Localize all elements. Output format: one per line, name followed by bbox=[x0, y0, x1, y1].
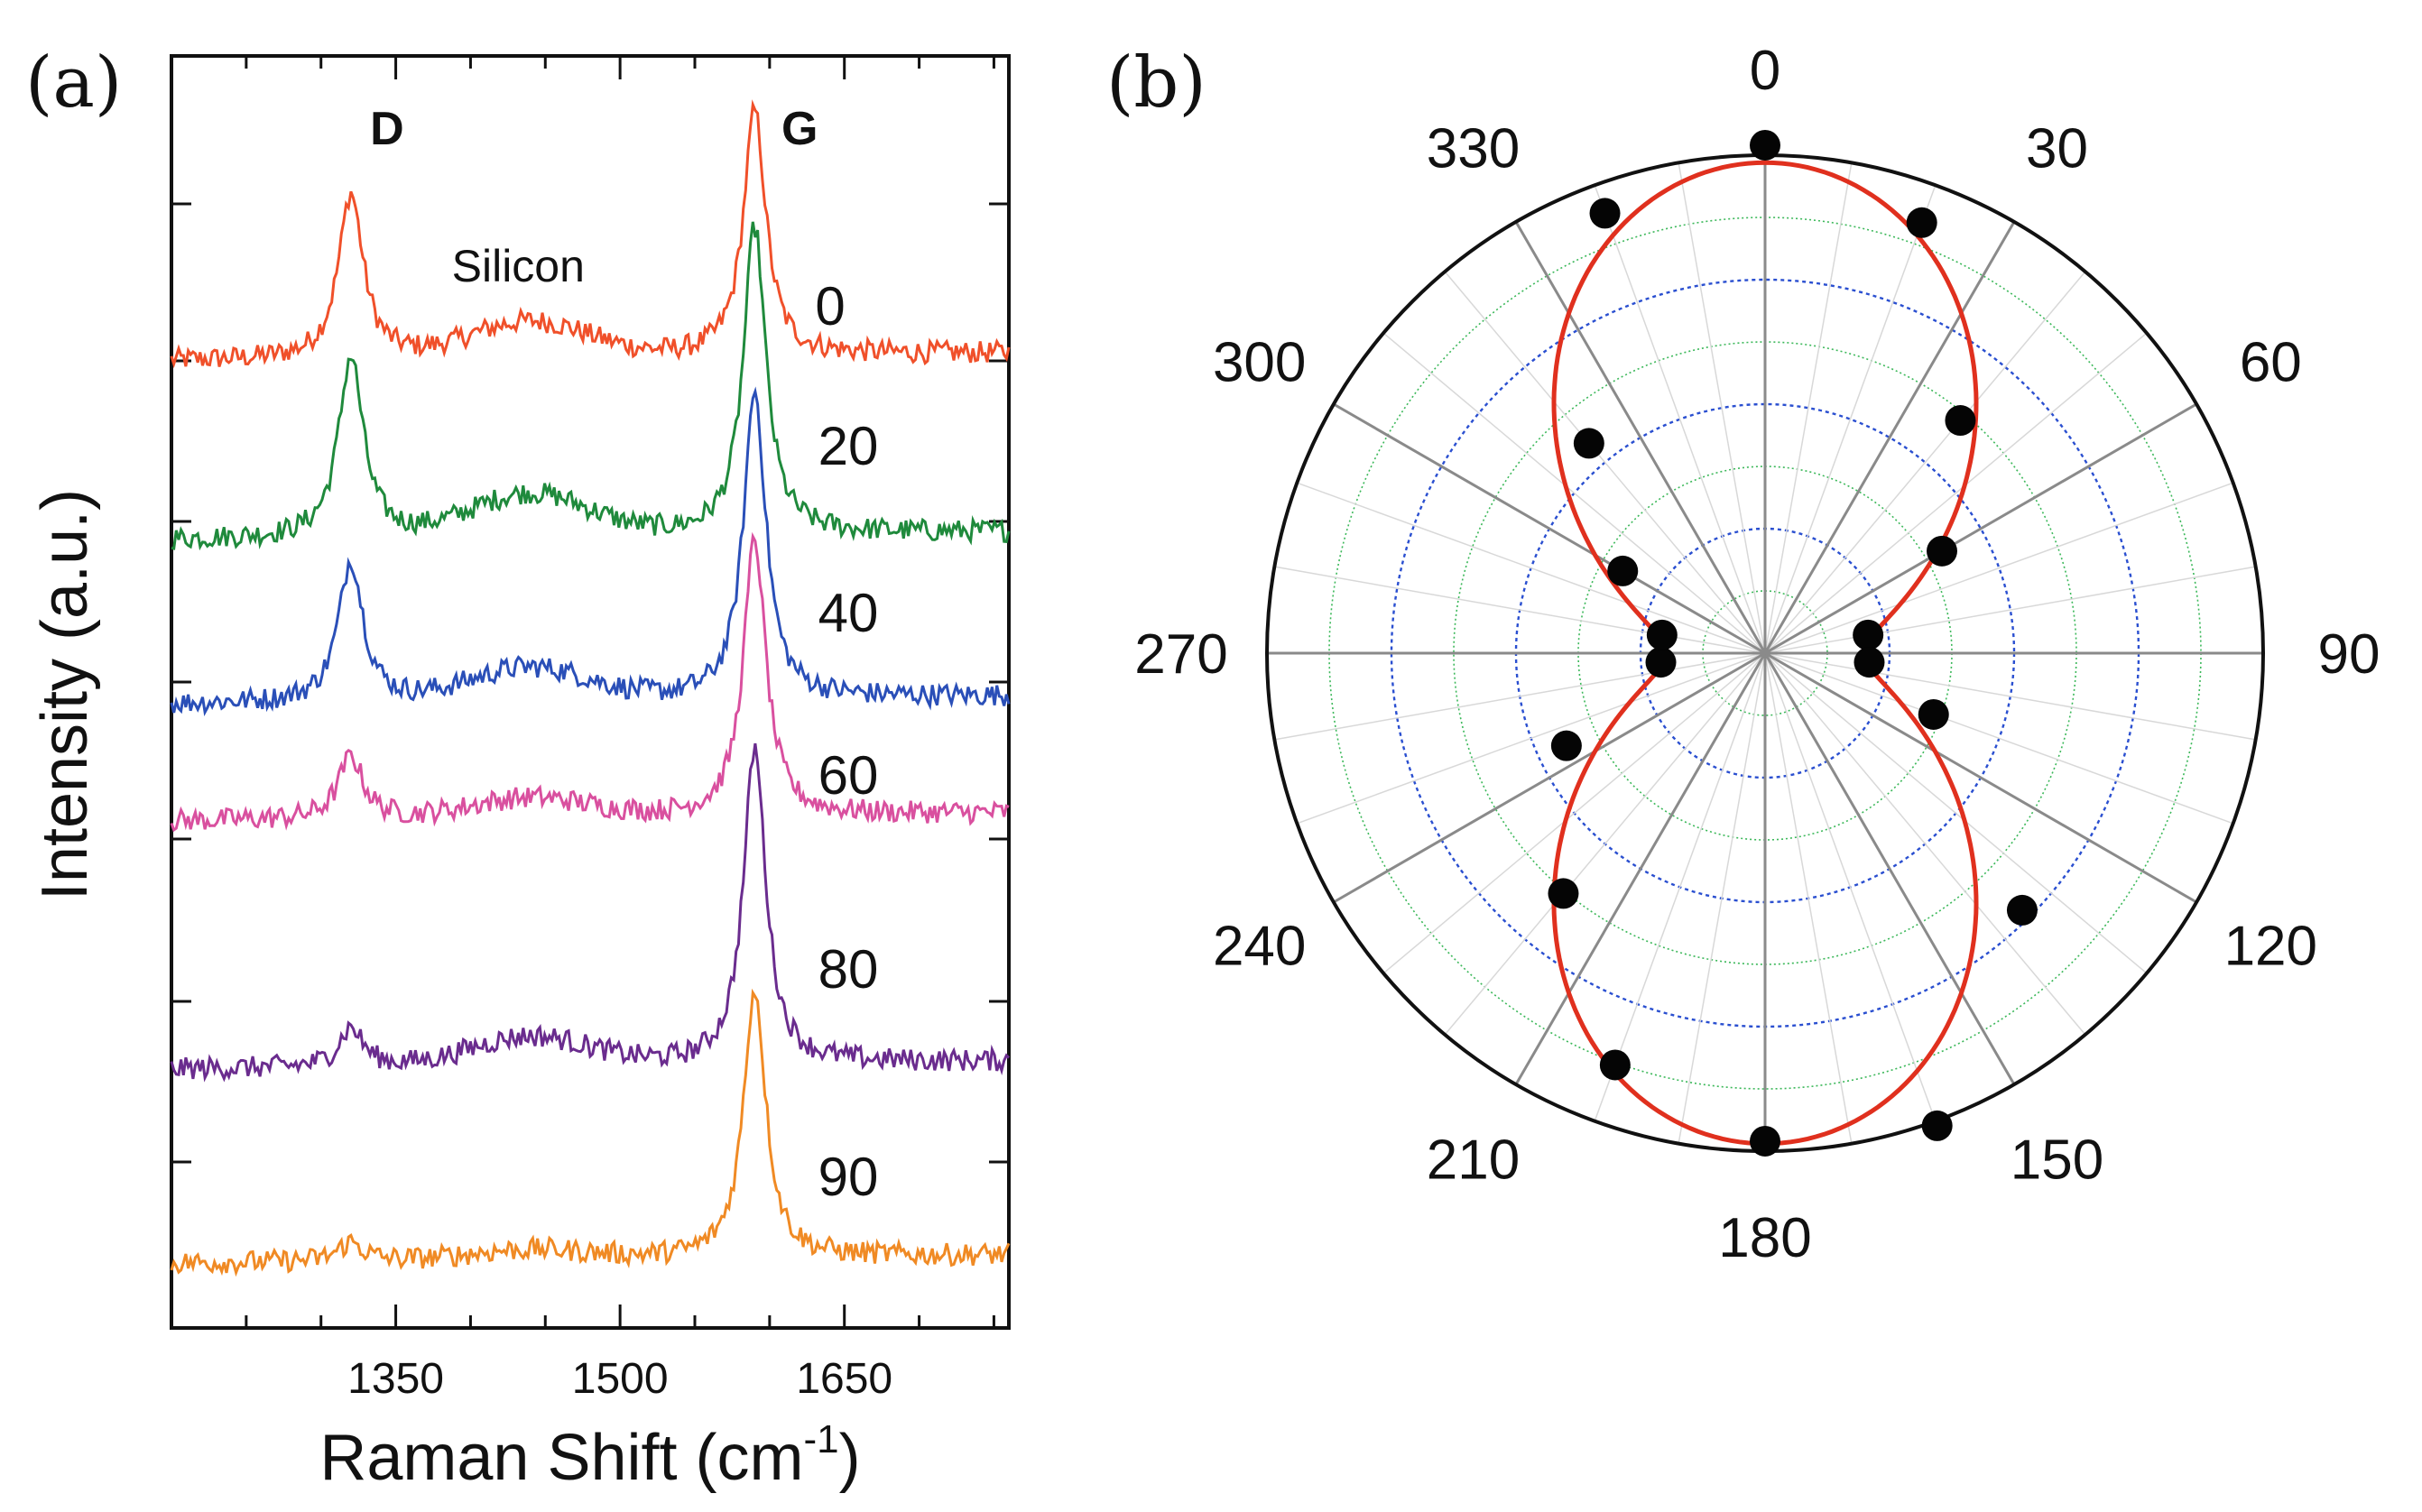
polar-minor-spoke bbox=[1764, 162, 1853, 654]
spectrum-label-0: 0 bbox=[815, 276, 845, 337]
polar-point-80 bbox=[1853, 619, 1884, 650]
peak-label-d: D bbox=[370, 103, 404, 155]
panel-label-b: (b) bbox=[1106, 42, 1206, 124]
polar-angle-labels: 0 30 60 90 120 150 180 210 240 270 300 330 bbox=[1134, 40, 2380, 1269]
spectrum-60 bbox=[170, 531, 1010, 833]
polar-minor-spoke bbox=[1764, 652, 2233, 825]
x-axis-title-sup: -1 bbox=[804, 1417, 839, 1461]
polar-point-200 bbox=[1599, 1049, 1631, 1081]
polar-spoke bbox=[1333, 402, 1766, 655]
polar-minor-spoke bbox=[1444, 652, 1766, 1036]
x-tick-label: 1350 bbox=[347, 1355, 444, 1403]
raman-plot-frame bbox=[170, 54, 1011, 1330]
polar-minor-spoke bbox=[1764, 652, 1937, 1121]
polar-point-0 bbox=[1750, 129, 1780, 161]
polar-spoke bbox=[1763, 652, 2016, 1085]
polar-point-320 bbox=[1573, 428, 1604, 459]
polar-point-95 bbox=[1853, 647, 1885, 678]
polar-minor-spoke bbox=[1678, 162, 1766, 654]
polar-point-340 bbox=[1589, 198, 1621, 229]
polar-spoke bbox=[1333, 651, 1766, 904]
polar-minor-spoke bbox=[1764, 652, 2256, 741]
polar-spoke bbox=[1514, 221, 1767, 654]
polar-minor-spoke bbox=[1382, 652, 1766, 974]
spectrum-80 bbox=[170, 742, 1011, 1083]
polar-angle-label-120: 120 bbox=[2224, 916, 2317, 978]
polar-minor-spoke bbox=[1444, 271, 1766, 654]
polar-minor-spoke bbox=[1764, 652, 2086, 1036]
polar-angle-label-90: 90 bbox=[2318, 623, 2380, 686]
x-tick-label: 1650 bbox=[796, 1355, 892, 1403]
polar-angle-label-150: 150 bbox=[2011, 1129, 2103, 1191]
polar-minor-spoke bbox=[1764, 566, 2256, 654]
polar-minor-spoke bbox=[1274, 566, 1766, 654]
polar-minor-spoke bbox=[1764, 652, 2148, 974]
spectrum-label-40: 40 bbox=[818, 583, 879, 643]
spectrum-90 bbox=[170, 988, 1011, 1277]
polar-minor-spoke bbox=[1764, 332, 2148, 654]
polar-minor-spoke bbox=[1764, 271, 2086, 654]
polar-minor-spoke bbox=[1594, 652, 1766, 1121]
polar-point-220 bbox=[1548, 878, 1579, 909]
spectrum-label-20: 20 bbox=[818, 416, 879, 476]
polar-angle-label-60: 60 bbox=[2240, 332, 2302, 394]
polar-point-265 bbox=[1645, 647, 1677, 678]
polar-point-280 bbox=[1646, 619, 1678, 650]
polar-point-135 bbox=[2006, 894, 2038, 926]
silicon-annotation: Silicon bbox=[452, 241, 585, 291]
panel-label-a: (a) bbox=[25, 42, 122, 124]
polar-minor-spoke bbox=[1297, 482, 1766, 654]
polar-angle-label-330: 330 bbox=[1427, 118, 1520, 180]
spectrum-0 bbox=[170, 99, 1011, 369]
polar-angle-label-180: 180 bbox=[1718, 1207, 1811, 1269]
polar-spoke bbox=[1514, 652, 1767, 1085]
polar-angle-label-300: 300 bbox=[1213, 332, 1306, 394]
polar-angle-label-240: 240 bbox=[1213, 916, 1306, 978]
x-axis-title-main: Raman Shift (cm bbox=[319, 1422, 803, 1494]
polar-angle-label-210: 210 bbox=[1427, 1129, 1520, 1191]
polar-minor-spoke bbox=[1594, 185, 1766, 654]
polar-minor-spoke bbox=[1764, 185, 1937, 654]
x-axis-title: Raman Shift (cm-1) bbox=[319, 1417, 860, 1494]
x-axis-title-close: ) bbox=[839, 1422, 861, 1494]
polar-point-110 bbox=[1918, 698, 1949, 730]
polar-spoke bbox=[1764, 402, 2197, 655]
polar-angle-label-270: 270 bbox=[1134, 623, 1227, 686]
polar-point-40 bbox=[1945, 405, 1976, 437]
polar-spoke bbox=[1764, 651, 2197, 904]
polar-angle-label-0: 0 bbox=[1750, 40, 1780, 102]
polar-point-180 bbox=[1750, 1125, 1780, 1157]
y-axis-title: Intensity (a.u.) bbox=[29, 489, 101, 900]
polar-minor-spoke bbox=[1764, 482, 2233, 654]
spectrum-20 bbox=[171, 221, 1011, 551]
polar-minor-spoke bbox=[1274, 652, 1766, 741]
x-tick-label: 1500 bbox=[572, 1355, 669, 1403]
spectrum-label-80: 80 bbox=[818, 939, 879, 1000]
polar-spokes bbox=[1267, 155, 2263, 1151]
polar-spoke bbox=[1763, 221, 2016, 654]
polar-minor-spoke bbox=[1678, 652, 1766, 1144]
polar-point-60 bbox=[1926, 535, 1957, 567]
polar-data-points bbox=[1548, 129, 2038, 1157]
polar-point-245 bbox=[1550, 730, 1582, 761]
panel-b: (b) 0 30 60 90 120 150 180 210 240 270 300 330 bbox=[1106, 40, 2380, 1269]
raman-axis-ticks bbox=[171, 56, 1009, 1328]
polar-minor-spoke bbox=[1297, 652, 1766, 825]
spectrum-label-60: 60 bbox=[818, 745, 879, 806]
polar-minor-spoke bbox=[1382, 332, 1766, 654]
polar-point-160 bbox=[1921, 1110, 1953, 1141]
polar-point-300 bbox=[1607, 555, 1639, 586]
spectrum-label-90: 90 bbox=[818, 1147, 879, 1207]
spectrum-40 bbox=[170, 386, 1011, 716]
peak-label-g: G bbox=[781, 103, 818, 155]
polar-point-20 bbox=[1906, 207, 1937, 238]
polar-minor-spoke bbox=[1764, 652, 1853, 1144]
raman-spectra: 0 20 40 60 80 90 bbox=[170, 99, 1011, 1277]
polar-angle-label-30: 30 bbox=[2026, 118, 2088, 180]
x-tick-labels: 1350 1500 1650 bbox=[347, 1355, 892, 1403]
